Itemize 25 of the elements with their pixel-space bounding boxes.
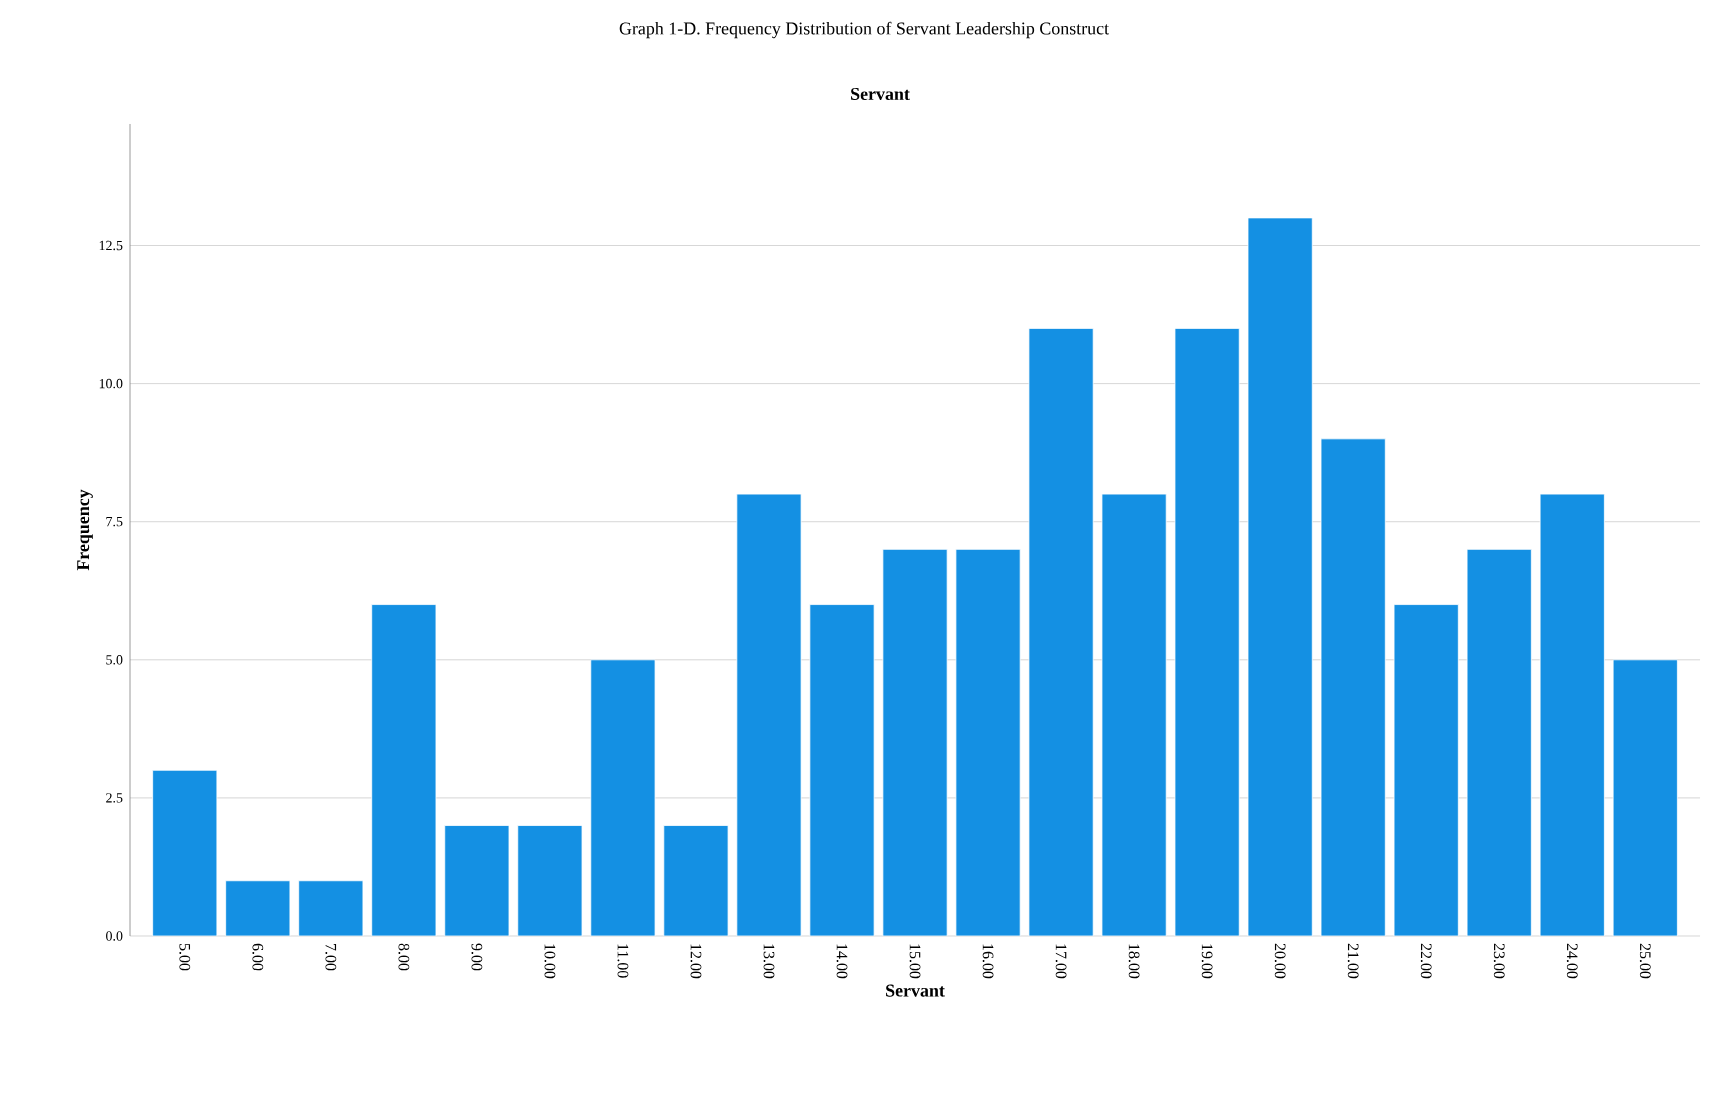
bar [1540, 494, 1605, 936]
bar [1394, 604, 1459, 936]
bar [663, 825, 729, 936]
bar [809, 604, 875, 936]
bar [1101, 494, 1167, 936]
bar [1028, 328, 1094, 936]
chart-subtitle: Servant [851, 87, 910, 101]
bar [517, 825, 583, 936]
bar [1248, 217, 1313, 936]
bar [1321, 438, 1386, 936]
y-axis-title: Frequency [77, 489, 93, 571]
bar [371, 604, 436, 936]
bar [736, 494, 802, 936]
x-axis-title: Servant [886, 984, 945, 997]
bar [1174, 328, 1240, 936]
bar [152, 770, 217, 936]
bar [225, 880, 290, 936]
bar [444, 825, 509, 936]
bar [882, 549, 948, 936]
bar [1467, 549, 1532, 936]
chart-title: Graph 1-D. Frequency Distribution of Servant Leadership Construct [619, 21, 1109, 39]
bar [298, 880, 363, 936]
bar [1612, 659, 1678, 936]
bar [955, 549, 1021, 936]
bar [590, 659, 656, 936]
